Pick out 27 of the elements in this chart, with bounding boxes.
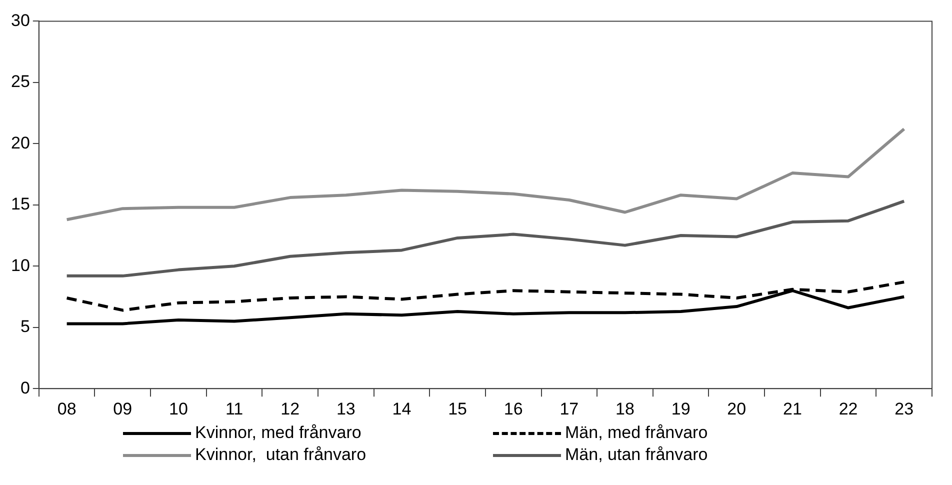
legend-label: Män, med frånvaro	[565, 423, 708, 443]
x-tick-label: 22	[838, 399, 858, 418]
y-tick-label: 20	[10, 133, 30, 152]
x-tick-label: 10	[168, 399, 188, 418]
x-tick-label: 13	[336, 399, 356, 418]
y-tick-label: 5	[20, 317, 30, 336]
y-tick-label: 10	[10, 256, 30, 275]
y-tick-label: 25	[10, 72, 30, 92]
y-tick-label: 0	[20, 378, 30, 398]
x-tick-label: 12	[280, 399, 300, 418]
y-tick-label: 15	[10, 194, 30, 214]
x-tick-label: 14	[392, 399, 412, 418]
x-tick-label: 16	[504, 399, 523, 418]
x-tick-label: 08	[57, 399, 76, 418]
x-tick-label: 23	[894, 399, 914, 418]
x-tick-label: 09	[113, 399, 132, 418]
legend-label: Kvinnor, med frånvaro	[195, 423, 362, 443]
y-tick-label: 30	[10, 10, 30, 30]
x-tick-label: 11	[225, 399, 244, 418]
x-tick-label: 17	[560, 399, 579, 418]
legend-label: Män, utan frånvaro	[565, 445, 708, 465]
x-tick-label: 20	[727, 399, 746, 418]
x-tick-label: 21	[782, 399, 802, 418]
legend-label: Kvinnor, utan frånvaro	[195, 445, 366, 465]
x-tick-label: 18	[616, 399, 634, 418]
x-tick-label: 15	[448, 399, 468, 418]
x-tick-label: 19	[671, 399, 690, 418]
